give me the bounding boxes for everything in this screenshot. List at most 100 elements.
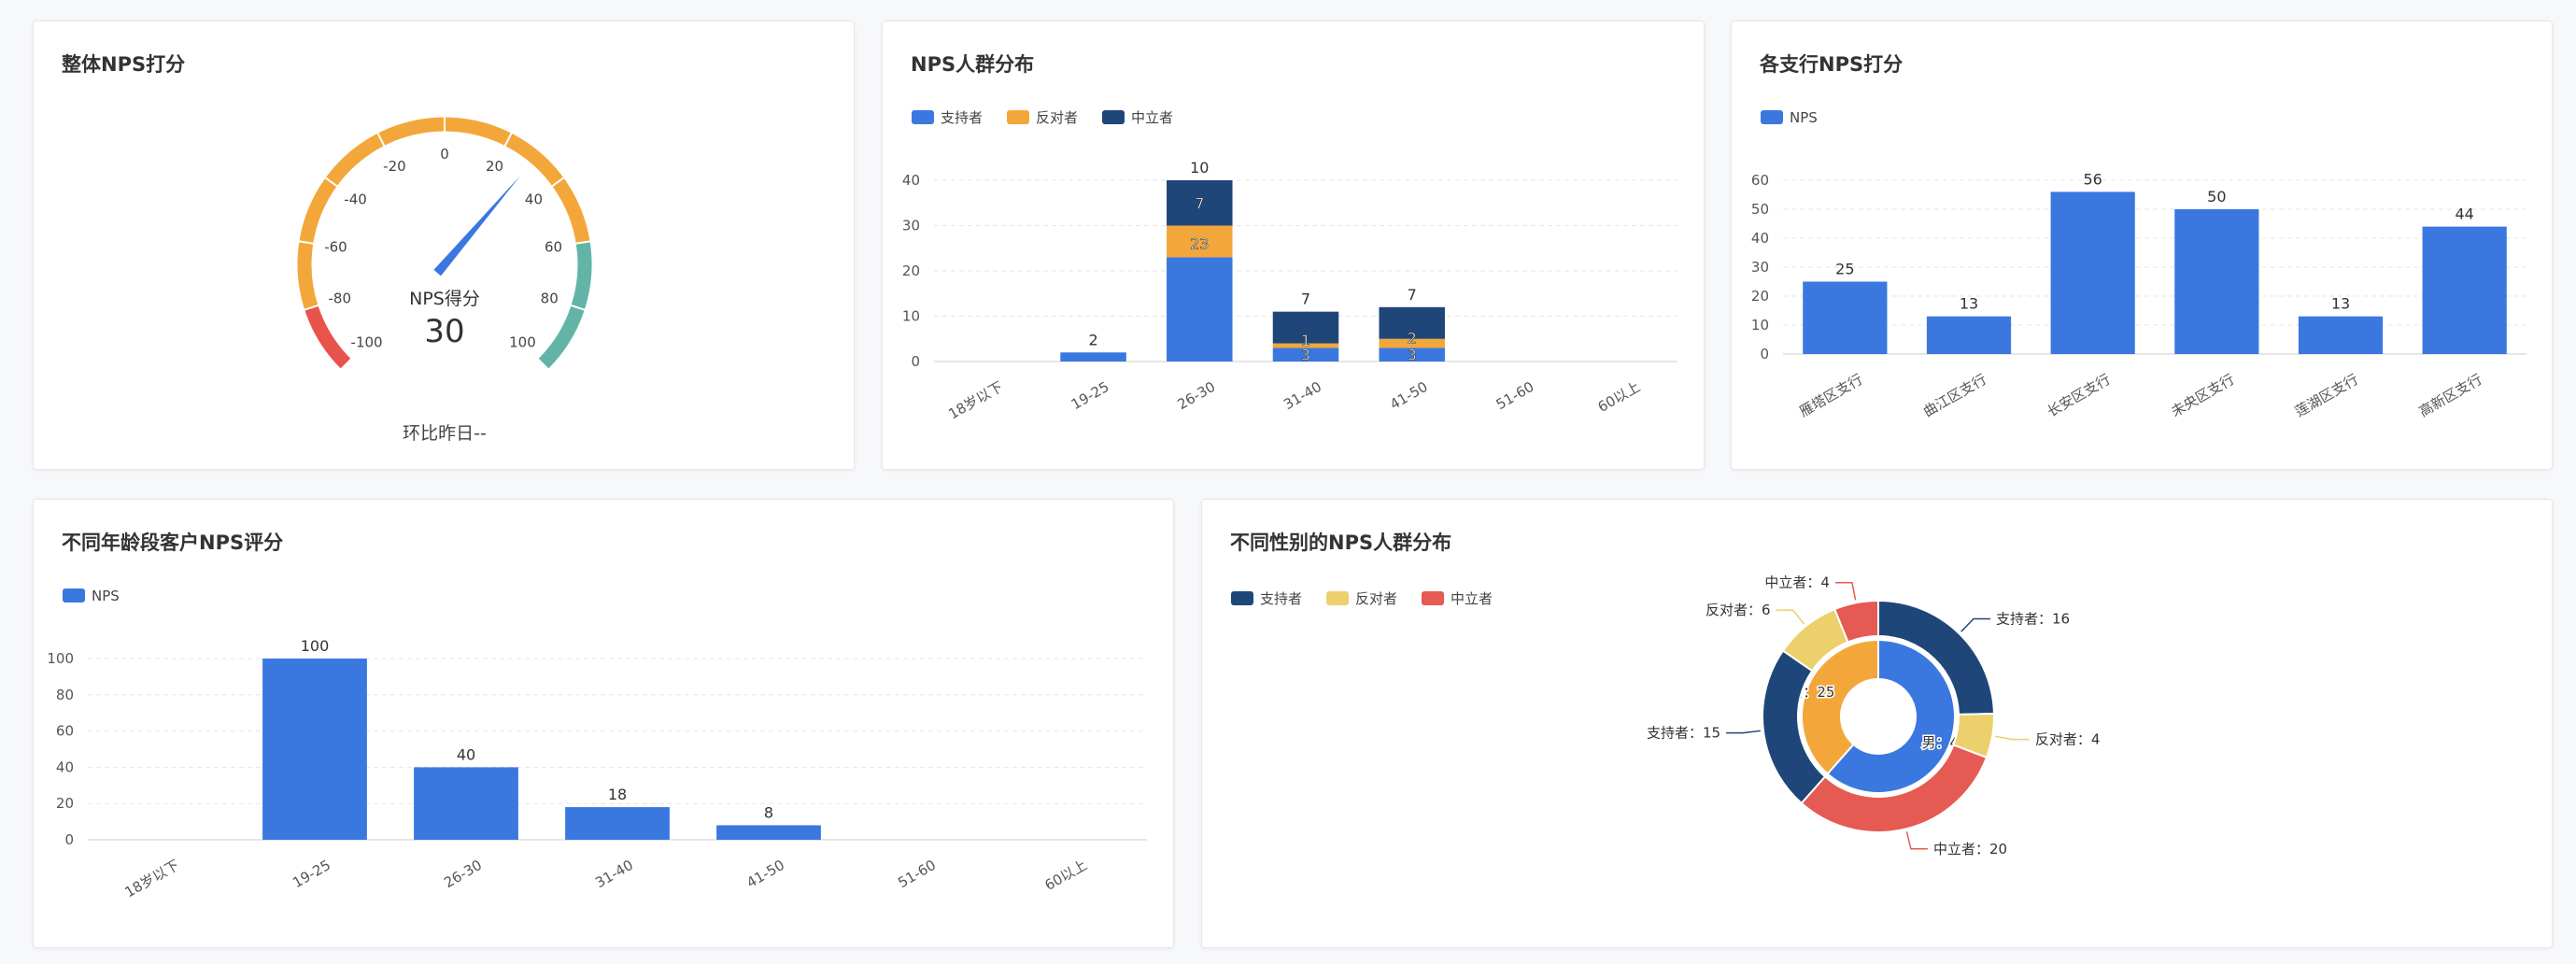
bar — [1803, 281, 1888, 354]
legend-swatch — [912, 110, 934, 124]
legend-swatch — [1231, 591, 1253, 605]
panel-overall-nps: 整体NPS打分 -100 -80 -60 -40 -20 0 20 40 60 80 100 NPS得… — [33, 21, 855, 470]
bar — [1926, 316, 2012, 354]
y-tick-label: 20 — [56, 795, 74, 812]
slice-label: 中立者：20 — [1933, 841, 2007, 858]
x-tick-label: 31-40 — [592, 857, 636, 891]
bar-value-label: 40 — [457, 745, 475, 763]
y-tick-label: 10 — [902, 308, 920, 325]
y-tick-label: 20 — [1751, 288, 1769, 305]
bar — [716, 825, 821, 840]
bar — [2050, 191, 2135, 354]
label-leader-line — [1776, 609, 1805, 625]
y-tick-label: 0 — [64, 831, 74, 848]
bar-value-label: 25 — [1835, 261, 1854, 278]
y-tick-label: 100 — [47, 650, 74, 667]
gauge-tick-label: 40 — [525, 191, 543, 208]
x-tick-label: 曲江区支行 — [1920, 371, 1989, 420]
label-leader-line — [1905, 831, 1928, 850]
x-tick-label: 31-40 — [1281, 378, 1324, 413]
legend-swatch — [1326, 591, 1349, 605]
bar — [1272, 343, 1339, 348]
gauge-separator — [574, 240, 591, 245]
bar-value-label: 50 — [2207, 188, 2226, 206]
y-tick-label: 60 — [56, 723, 74, 740]
x-tick-label: 26-30 — [1175, 378, 1219, 413]
bar — [1272, 311, 1339, 344]
x-tick-label: 60以上 — [1041, 857, 1090, 894]
segment-label: 3 — [1301, 347, 1310, 364]
panel-branch-nps: 各支行NPS打分 NPS 0 10 20 30 40 50 60 雁塔区支行 25 曲江区支行 13 长… — [1731, 21, 2553, 470]
bar-value-label: 100 — [301, 637, 330, 655]
x-tick-label: 41-50 — [743, 857, 787, 891]
bar — [1379, 338, 1445, 348]
bar — [565, 807, 670, 840]
label-leader-line — [1726, 730, 1762, 734]
gauge-tick-label: 100 — [509, 333, 536, 350]
y-tick-label: 10 — [1751, 317, 1769, 333]
slice-label: 中立者：4 — [1764, 574, 1830, 591]
stack-total-label: 2 — [1088, 331, 1097, 348]
panel-title: 各支行NPS打分 — [1760, 53, 1904, 76]
gauge-separator — [298, 240, 315, 245]
x-tick-label: 51-60 — [895, 857, 939, 891]
gender-donut-chart: 支持者 反对者 中立者男：40女：25支持者：16反对者：4中立者：20支持者：15… — [1231, 574, 2100, 858]
slice-label: 支持者：16 — [1996, 611, 2070, 628]
x-tick-label: 18岁以下 — [121, 857, 182, 901]
gauge-arc-segment — [297, 117, 590, 310]
x-tick-label: 19-25 — [1069, 378, 1112, 413]
panel-title: 不同年龄段客户NPS评分 — [62, 532, 284, 554]
segment-label: 1 — [1301, 332, 1310, 349]
bar-value-label: 44 — [2455, 206, 2473, 223]
gauge-tick-label: 60 — [545, 239, 562, 256]
gauge-tick-label: 80 — [541, 290, 559, 306]
x-tick-label: 19-25 — [290, 857, 333, 891]
gauge-tick-label: -40 — [344, 191, 367, 208]
legend-swatch — [1102, 110, 1125, 124]
x-tick-label: 长安区支行 — [2045, 371, 2114, 420]
bar — [1379, 347, 1445, 362]
gauge-separator — [376, 132, 386, 148]
segment-label: 3 — [1408, 347, 1417, 364]
x-tick-label: 雁塔区支行 — [1796, 371, 1865, 420]
segment-label: 23 — [1190, 234, 1209, 252]
gauge-value: 30 — [424, 313, 464, 350]
y-tick-label: 20 — [902, 262, 920, 279]
slice-label: 反对者：6 — [1706, 602, 1771, 618]
legend-swatch — [1007, 110, 1029, 124]
donut-slice — [1826, 638, 1956, 794]
gauge-tick-label: -100 — [351, 333, 383, 350]
x-tick-label: 60以上 — [1595, 378, 1644, 416]
bar-value-label: 13 — [2331, 295, 2350, 313]
age-nps-chart: NPS 0 20 40 60 80 100 18岁以下 19-25 100 26-30 40 31-40… — [47, 588, 1147, 901]
legend-label: NPS — [92, 588, 120, 604]
panel-age-nps: 不同年龄段客户NPS评分 NPS 0 20 40 60 80 100 18岁以下 19-25 10… — [33, 499, 1174, 948]
gauge-separator — [503, 132, 513, 148]
legend-label: 中立者 — [1131, 109, 1173, 126]
bar — [1379, 306, 1445, 339]
gauge-separator — [303, 304, 319, 311]
segment-label: 2 — [1408, 330, 1417, 347]
panel-title: NPS人群分布 — [911, 53, 1035, 76]
y-tick-label: 40 — [56, 758, 74, 775]
legend-swatch — [1422, 591, 1444, 605]
legend-swatch — [63, 588, 85, 602]
x-tick-label: 41-50 — [1387, 378, 1431, 413]
y-tick-label: 0 — [911, 353, 920, 370]
x-tick-label: 莲湖区支行 — [2292, 371, 2361, 420]
gauge-tick-label: 20 — [486, 158, 503, 175]
gauge-tick-label: -80 — [329, 290, 352, 306]
gauge-footer: 环比昨日-- — [403, 423, 487, 444]
bar — [2174, 209, 2259, 354]
bar — [1060, 352, 1126, 362]
donut-slice — [1833, 599, 1879, 644]
x-tick-label: 18岁以下 — [945, 378, 1006, 423]
bar — [414, 767, 518, 840]
x-tick-label: 26-30 — [441, 857, 485, 891]
gauge-separator — [570, 304, 587, 311]
gauge-arc-segment — [304, 305, 351, 369]
y-tick-label: 50 — [1751, 201, 1769, 218]
legend-label: 反对者 — [1355, 590, 1397, 607]
gauge-tick-label: 0 — [440, 146, 449, 163]
y-tick-label: 0 — [1760, 346, 1769, 362]
